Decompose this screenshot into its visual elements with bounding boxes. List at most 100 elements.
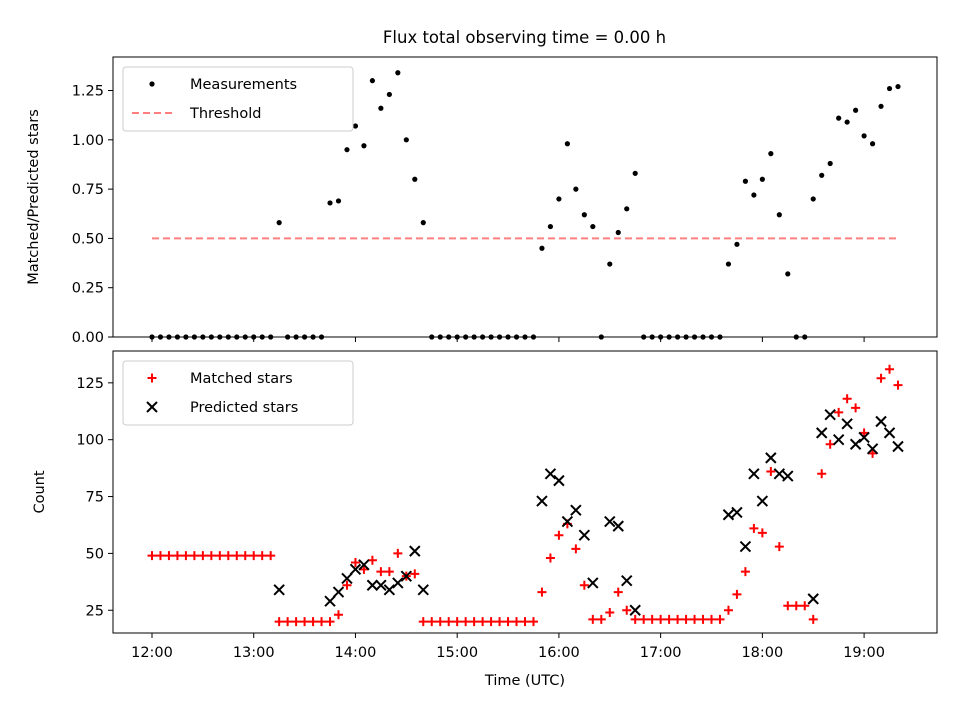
matched-star-point (359, 564, 369, 574)
x-tick-label: 18:00 (741, 645, 783, 661)
matched-star-point (622, 605, 632, 615)
legend-dot-icon (149, 81, 155, 87)
y-tick-label: 25 (86, 603, 104, 619)
measurement-point (344, 147, 350, 153)
measurement-point (734, 241, 740, 247)
matched-star-point (181, 551, 191, 561)
predicted-star-point (375, 579, 387, 591)
predicted-star-point (883, 427, 896, 439)
matched-star-point (367, 555, 377, 565)
matched-star-point (274, 617, 284, 627)
predicted-star-point (612, 520, 624, 532)
matched-star-point (673, 614, 683, 624)
matched-star-point (325, 617, 335, 627)
matched-star-point (749, 523, 759, 533)
measurement-point (412, 176, 418, 182)
predicted-star-point (553, 474, 565, 487)
matched-star-point (486, 617, 496, 627)
measurement-point (632, 170, 638, 176)
predicted-star-point (731, 506, 743, 519)
matched-star-point (291, 617, 301, 627)
matched-star-point (579, 580, 589, 590)
x-tick-label: 17:00 (640, 645, 682, 661)
matched-star-point (885, 364, 895, 374)
matched-star-point (283, 617, 293, 627)
matched-star-point (596, 614, 606, 624)
x-tick-label: 12:00 (131, 645, 173, 661)
matched-star-point (656, 614, 666, 624)
predicted-star-point (409, 545, 421, 557)
matched-star-point (605, 608, 615, 618)
legend: Matched stars Predicted stars (122, 360, 354, 426)
measurement-point (403, 137, 409, 143)
matched-star-point (444, 617, 454, 627)
matched-star-point (876, 373, 886, 383)
x-axis-label: Time (UTC) (484, 673, 565, 689)
x-tick-label: 14:00 (335, 645, 377, 661)
matched-star-point (478, 617, 488, 627)
measurement-point (547, 223, 554, 230)
measurement-point (607, 261, 613, 267)
predicted-star-point (349, 563, 362, 576)
legend-label: Threshold (189, 106, 261, 122)
matched-star-point (783, 601, 793, 611)
matched-star-point (681, 614, 691, 624)
predicted-star-point (273, 584, 285, 596)
predicted-star-point (383, 584, 396, 596)
predicted-star-point (366, 579, 379, 591)
measurement-point (836, 115, 842, 121)
top-panel-ratio: 0.00 0.25 0.50 0.75 1.00 1.25 Matched/Predicte… (26, 56, 938, 346)
matched-star-point (435, 617, 445, 627)
matched-star-point (376, 567, 386, 577)
matched-star-point (834, 407, 844, 417)
legend-box (122, 360, 354, 426)
measurement-point (878, 103, 884, 109)
matched-star-point (147, 551, 157, 561)
predicted-star-point (858, 431, 870, 444)
matched-star-point (868, 448, 878, 458)
predicted-star-point (629, 604, 641, 616)
matched-star-point (800, 601, 810, 611)
y-tick-label: 1.00 (72, 133, 104, 149)
matched-star-point (613, 587, 623, 597)
predicted-star-point (604, 515, 616, 528)
predicted-star-point (832, 433, 845, 446)
predicted-star-point (324, 595, 336, 607)
measurement-point (573, 186, 579, 192)
measurement-point (776, 212, 782, 218)
predicted-star-point (841, 418, 853, 430)
matched-star-point (317, 617, 327, 627)
legend-x-icon (146, 401, 158, 413)
predicted-star-point (561, 515, 574, 528)
matched-star-point (503, 617, 513, 627)
predicted-star-point (722, 509, 735, 521)
matched-star-point (469, 617, 479, 627)
measurement-point (742, 178, 749, 184)
measurement-point (785, 271, 791, 277)
predicted-star-point (748, 468, 760, 480)
measurement-point (869, 141, 876, 147)
matched-star-point (410, 569, 420, 579)
matched-star-point (189, 551, 199, 561)
measurement-point (564, 141, 570, 147)
predicted-star-point (578, 529, 591, 541)
predicted-star-point (417, 584, 429, 596)
legend-label: Measurements (190, 77, 297, 93)
matched-star-point (215, 551, 225, 561)
predicted-star-point (849, 438, 862, 450)
matched-star-point (715, 614, 725, 624)
matched-star-point (512, 617, 522, 627)
y-tick-label: 50 (86, 546, 104, 562)
x-tick-label: 15:00 (436, 645, 478, 661)
matched-star-point (571, 544, 581, 554)
predicted-star-point (392, 577, 404, 589)
matched-star-point (842, 394, 852, 404)
matched-star-point (808, 614, 818, 624)
matched-star-point (545, 553, 555, 563)
matched-star-point (232, 551, 242, 561)
measurement-point (378, 105, 384, 111)
predicted-star-point (570, 504, 582, 516)
y-tick-label: 0.50 (72, 231, 104, 247)
predicted-star-point (875, 415, 887, 428)
